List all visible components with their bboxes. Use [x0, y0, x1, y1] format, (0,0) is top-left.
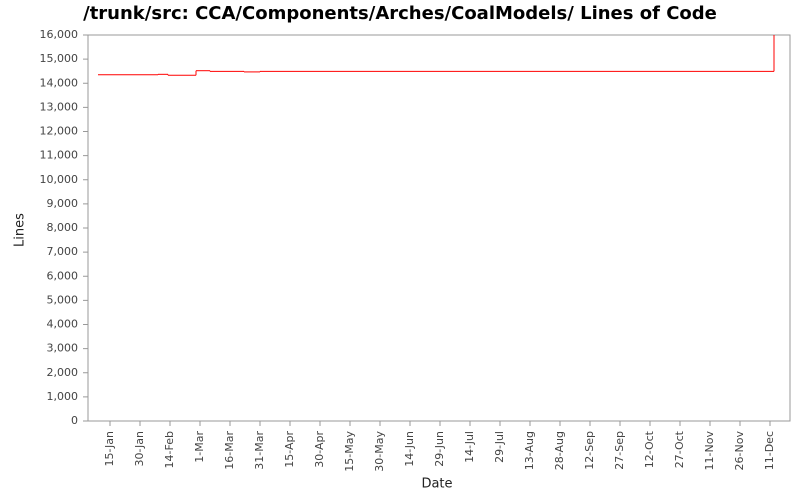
x-tick-label: 30-May — [373, 431, 386, 472]
y-tick-label: 11,000 — [40, 149, 79, 162]
x-tick-label: 1-Mar — [193, 431, 206, 463]
y-tick-label: 8,000 — [47, 221, 79, 234]
x-tick-label: 15-Apr — [283, 431, 296, 468]
x-tick-label: 30-Apr — [313, 431, 326, 468]
x-tick-label: 29-Jun — [433, 431, 446, 467]
x-tick-label: 26-Nov — [733, 431, 746, 471]
x-axis-label: Date — [421, 477, 452, 492]
y-tick-label: 6,000 — [47, 269, 79, 282]
y-tick-label: 14,000 — [40, 76, 79, 89]
x-tick-label: 11-Dec — [763, 431, 776, 470]
x-tick-label: 27-Sep — [613, 431, 626, 470]
y-tick-label: 15,000 — [40, 52, 79, 65]
x-tick-label: 13-Aug — [523, 431, 536, 470]
plot-area — [87, 34, 791, 422]
y-tick-label: 13,000 — [40, 100, 79, 113]
x-tick-label: 12-Oct — [643, 430, 656, 468]
y-tick-label: 12,000 — [40, 125, 79, 138]
x-tick-label: 27-Oct — [673, 430, 686, 468]
x-tick-label: 15-Jan — [103, 431, 116, 467]
x-tick-label: 14-Feb — [163, 431, 176, 468]
x-tick-label: 11-Nov — [703, 431, 716, 471]
x-tick-label: 14-Jul — [463, 431, 476, 463]
x-tick-label: 31-Mar — [253, 431, 266, 470]
y-tick-label: 9,000 — [47, 197, 79, 210]
x-tick-label: 15-May — [343, 431, 356, 472]
chart-title: /trunk/src: CCA/Components/Arches/CoalMo… — [83, 3, 717, 24]
x-tick-label: 29-Jul — [493, 431, 506, 463]
y-tick-label: 3,000 — [47, 342, 79, 355]
y-tick-label: 7,000 — [47, 245, 79, 258]
x-tick-label: 14-Jun — [403, 431, 416, 467]
y-tick-label: 10,000 — [40, 173, 79, 186]
y-tick-label: 4,000 — [47, 318, 79, 331]
x-tick-label: 30-Jan — [133, 431, 146, 467]
y-tick-label: 2,000 — [47, 366, 79, 379]
x-tick-label: 28-Aug — [553, 431, 566, 470]
x-tick-label: 12-Sep — [583, 431, 596, 470]
y-tick-label: 1,000 — [47, 390, 79, 403]
y-tick-label: 5,000 — [47, 293, 79, 306]
y-tick-label: 16,000 — [40, 28, 79, 41]
y-tick-label: 0 — [71, 414, 78, 427]
y-axis-label: Lines — [13, 213, 28, 247]
x-tick-label: 16-Mar — [223, 431, 236, 470]
